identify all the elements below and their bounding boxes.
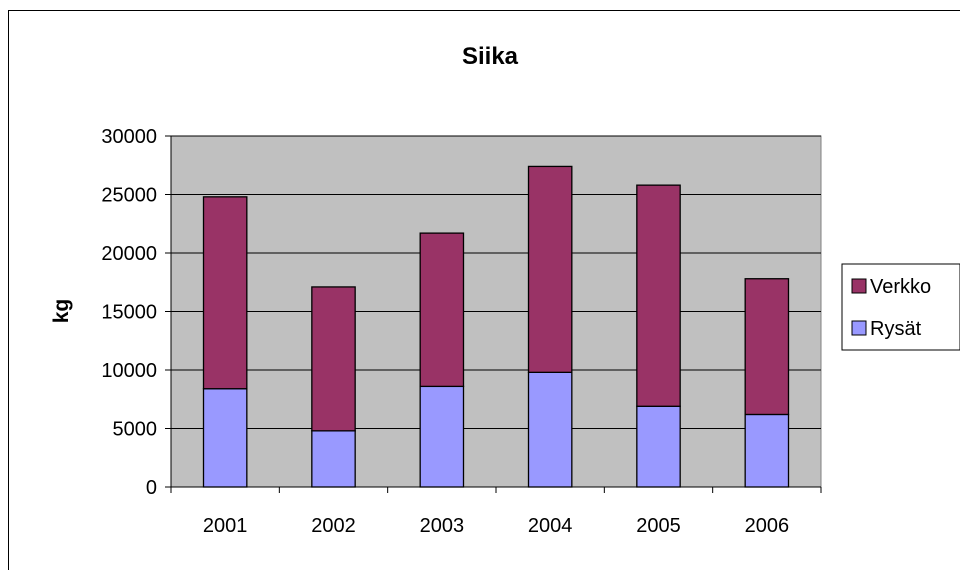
chart-title: Siika: [462, 43, 519, 70]
legend-swatch: [851, 320, 867, 336]
legend: Verkko Rysät: [841, 263, 960, 351]
bar-verkko-2006: [744, 278, 790, 416]
bar-ryst-2005: [636, 405, 681, 488]
bar-verkko-2004: [527, 165, 573, 373]
bar-verkko-2003: [419, 232, 465, 388]
bar-ryst-2003: [419, 385, 465, 488]
x-tick-label: 2003: [420, 515, 465, 537]
x-tick-label: 2006: [745, 515, 790, 537]
legend-label: Rysät: [870, 318, 922, 340]
bar-verkko-2005: [636, 184, 681, 407]
y-tick-label: 5000: [113, 419, 158, 441]
chart-frame: [8, 10, 960, 570]
legend-swatch: [851, 278, 867, 294]
bar-ryst-2006: [744, 413, 790, 488]
x-tick-label: 2004: [528, 515, 573, 537]
y-tick-label: 15000: [101, 302, 157, 324]
x-tick-label: 2005: [636, 515, 681, 537]
y-tick-label: 25000: [101, 185, 157, 207]
bar-ryst-2001: [202, 388, 248, 488]
bar-verkko-2001: [202, 196, 248, 390]
x-axis: 2001 2002 2003 2004 2005 2006: [170, 486, 822, 537]
y-tick-label: 20000: [101, 243, 157, 265]
y-tick-label: 10000: [101, 360, 157, 382]
y-tick-label: 30000: [101, 126, 157, 148]
y-axis: 0 5000 10000 15000 20000 25000 30000: [101, 126, 172, 499]
legend-box: [841, 263, 960, 351]
x-tick-label: 2002: [311, 515, 356, 537]
y-tick-label: 0: [146, 477, 157, 499]
bar-ryst-2004: [527, 371, 573, 488]
bar-verkko-2002: [311, 286, 356, 432]
plot-area: [170, 135, 822, 488]
x-tick-label: 2001: [203, 515, 248, 537]
y-axis-label: kg: [50, 299, 73, 324]
bar-ryst-2002: [311, 430, 356, 488]
legend-label: Verkko: [870, 276, 931, 298]
